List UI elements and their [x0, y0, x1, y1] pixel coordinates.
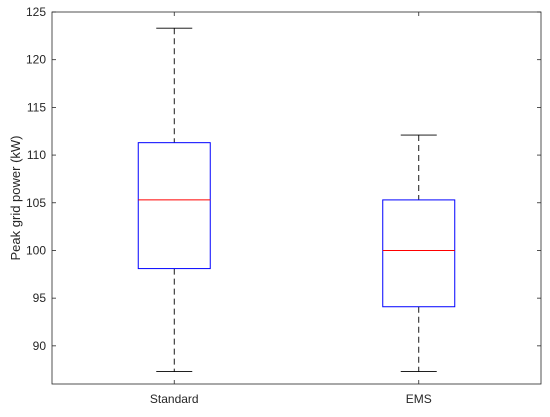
y-axis-label: Peak grid power (kW) — [8, 136, 23, 261]
y-tick-label: 95 — [33, 291, 47, 305]
plot-area — [51, 11, 542, 385]
y-tick-label: 115 — [27, 100, 46, 114]
iqr-box — [137, 142, 211, 270]
x-tick-label: Standard — [150, 392, 199, 406]
y-tick-label: 105 — [26, 196, 46, 210]
y-tick-label: 125 — [26, 5, 46, 19]
box-series — [137, 27, 456, 373]
y-tick-label: 100 — [26, 243, 46, 257]
x-tick-label: EMS — [406, 392, 432, 406]
iqr-box — [382, 199, 456, 308]
y-tick-label: 110 — [27, 148, 46, 162]
y-tick-label: 90 — [33, 339, 47, 353]
y-axis-ticks: 90 95 100 105 110 115 120 125 — [26, 5, 541, 353]
x-axis-ticks: Standard EMS — [150, 12, 432, 406]
y-tick-label: 120 — [26, 53, 46, 67]
